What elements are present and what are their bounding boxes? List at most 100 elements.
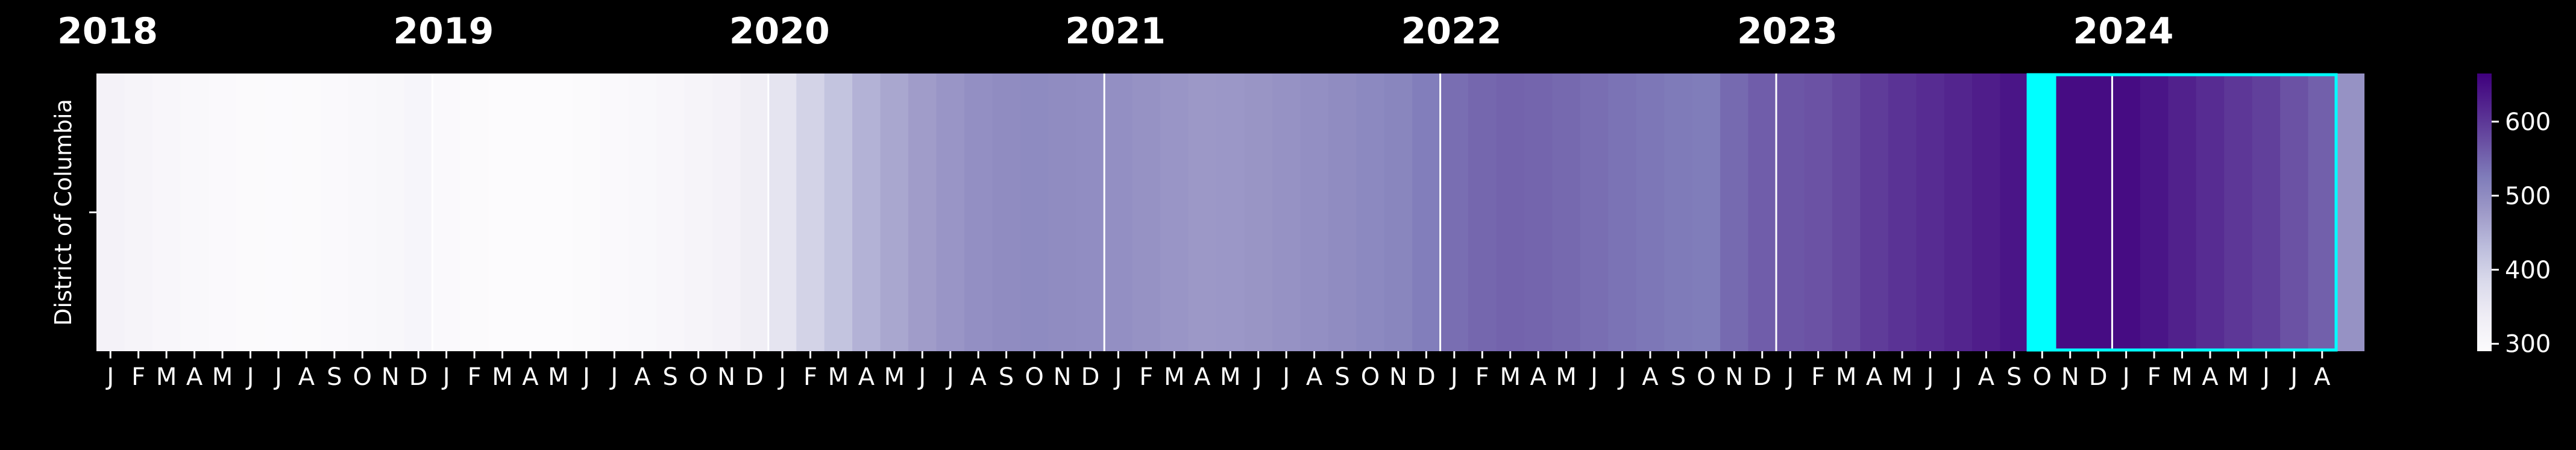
heatmap-cell bbox=[1328, 73, 1357, 351]
month-tick-label: M bbox=[828, 363, 849, 391]
month-tick-label: F bbox=[1811, 363, 1825, 391]
heatmap-cells bbox=[96, 73, 2365, 351]
heatmap-cell bbox=[2140, 73, 2169, 351]
month-tick-label: A bbox=[186, 363, 203, 391]
heatmap-cell bbox=[348, 73, 377, 351]
month-tick-label: D bbox=[1753, 363, 1771, 391]
heatmap-cell bbox=[96, 73, 125, 351]
month-tick-label: N bbox=[1389, 363, 1407, 391]
month-tick-label: O bbox=[1025, 363, 1043, 391]
heatmap-cell bbox=[264, 73, 293, 351]
heatmap-cell bbox=[1552, 73, 1581, 351]
month-tick-label: N bbox=[2061, 363, 2079, 391]
month-tick-label: N bbox=[1725, 363, 1743, 391]
heatmap-cell bbox=[1524, 73, 1553, 351]
heatmap-cell bbox=[2252, 73, 2281, 351]
month-tick-label: A bbox=[1866, 363, 1883, 391]
month-tick-label: J bbox=[1281, 363, 1290, 391]
month-tick-label: M bbox=[1164, 363, 1185, 391]
heatmap-cell bbox=[208, 73, 237, 351]
year-label: 2024 bbox=[2073, 10, 2173, 52]
month-tick-label: A bbox=[1306, 363, 1323, 391]
month-tick-label: A bbox=[522, 363, 539, 391]
heatmap-cell bbox=[2308, 73, 2337, 351]
month-tick-label: D bbox=[409, 363, 428, 391]
heatmap-cell bbox=[824, 73, 853, 351]
month-tick-label: S bbox=[1671, 363, 1686, 391]
heatmap-cell bbox=[292, 73, 321, 351]
month-tick-label: J bbox=[777, 363, 786, 391]
month-tick-label: J bbox=[581, 363, 590, 391]
month-tick-label: J bbox=[1953, 363, 1962, 391]
heatmap-cell bbox=[880, 73, 909, 351]
colorbar-tick-label: 300 bbox=[2505, 331, 2551, 358]
heatmap-cell bbox=[600, 73, 629, 351]
month-tick-label: J bbox=[2289, 363, 2298, 391]
month-tick-label: J bbox=[2121, 363, 2130, 391]
heatmap-cell bbox=[1972, 73, 2001, 351]
heatmap-cell bbox=[1076, 73, 1105, 351]
colorbar: 300 400 500 600 bbox=[2477, 73, 2551, 358]
heatmap-cell bbox=[1216, 73, 1245, 351]
month-tick-label: S bbox=[1334, 363, 1349, 391]
month-tick-label: F bbox=[803, 363, 817, 391]
heatmap-cell bbox=[432, 73, 461, 351]
month-tick-label: A bbox=[970, 363, 987, 391]
heatmap-cell bbox=[376, 73, 405, 351]
month-tick-label: J bbox=[1617, 363, 1626, 391]
month-tick-label: M bbox=[492, 363, 513, 391]
heatmap-cell bbox=[1888, 73, 1917, 351]
month-tick-label: O bbox=[353, 363, 372, 391]
month-tick-label: D bbox=[1417, 363, 1436, 391]
month-tick-label: M bbox=[1500, 363, 1521, 391]
heatmap-cell bbox=[1664, 73, 1693, 351]
heatmap-cell bbox=[684, 73, 713, 351]
month-tick-label: J bbox=[1253, 363, 1262, 391]
month-tick-label: O bbox=[2033, 363, 2052, 391]
heatmap-cell bbox=[796, 73, 825, 351]
month-tick-label: S bbox=[2006, 363, 2022, 391]
highlight-box bbox=[2026, 73, 2338, 352]
heatmap-cell bbox=[2196, 73, 2225, 351]
month-tick-label: J bbox=[1785, 363, 1794, 391]
year-label: 2018 bbox=[57, 10, 158, 52]
month-tick-label: A bbox=[858, 363, 875, 391]
heatmap-cell bbox=[1944, 73, 1973, 351]
heatmap-cell bbox=[2280, 73, 2309, 351]
month-tick-label: A bbox=[2314, 363, 2331, 391]
month-tick-label: O bbox=[689, 363, 708, 391]
heatmap-cell bbox=[320, 73, 349, 351]
heatmap-cell bbox=[992, 73, 1021, 351]
heatmap-cell bbox=[488, 73, 517, 351]
month-tick-label: F bbox=[131, 363, 145, 391]
heatmap-cell bbox=[628, 73, 657, 351]
heatmap-cell bbox=[1244, 73, 1273, 351]
year-label: 2019 bbox=[393, 10, 494, 52]
month-tick-label: J bbox=[1449, 363, 1458, 391]
heatmap-cell bbox=[1412, 73, 1441, 351]
month-tick-label: M bbox=[1836, 363, 1857, 391]
month-tick-label: D bbox=[745, 363, 764, 391]
year-label: 2022 bbox=[1401, 10, 1502, 52]
heatmap-cell bbox=[1272, 73, 1301, 351]
month-tick-label: J bbox=[245, 363, 254, 391]
month-tick-label: A bbox=[634, 363, 651, 391]
heatmap-cell bbox=[152, 73, 181, 351]
heatmap-cell bbox=[1104, 73, 1133, 351]
month-tick-label: M bbox=[548, 363, 569, 391]
heatmap-cell bbox=[1496, 73, 1525, 351]
month-tick-label: A bbox=[1642, 363, 1659, 391]
heatmap-cell bbox=[2028, 73, 2057, 351]
month-tick-label: N bbox=[717, 363, 735, 391]
heatmap-cell bbox=[2224, 73, 2253, 351]
month-tick-label: N bbox=[382, 363, 400, 391]
month-tick-label: J bbox=[105, 363, 114, 391]
heatmap-cell bbox=[460, 73, 489, 351]
heatmap-cell bbox=[1692, 73, 1721, 351]
month-tick-label: A bbox=[1530, 363, 1547, 391]
heatmap-cell bbox=[852, 73, 881, 351]
year-label: 2021 bbox=[1065, 10, 1166, 52]
heatmap-cell bbox=[1832, 73, 1861, 351]
heatmap-cell bbox=[1440, 73, 1469, 351]
heatmap-cell bbox=[1860, 73, 1889, 351]
